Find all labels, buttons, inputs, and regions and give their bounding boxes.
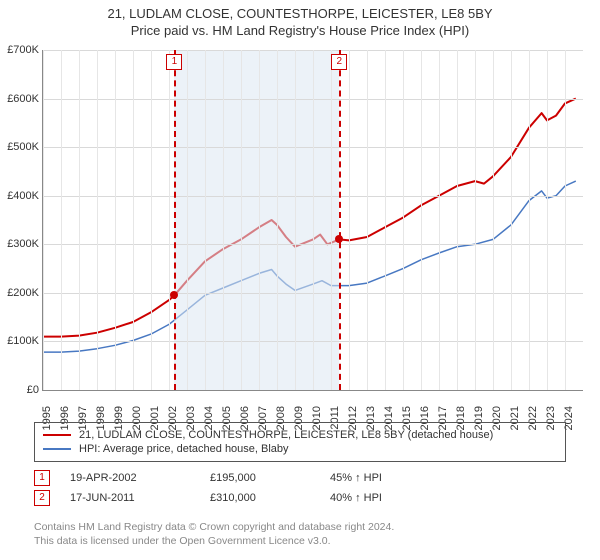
footer-line1: Contains HM Land Registry data © Crown c… — [34, 520, 574, 534]
chart-vgrid — [439, 50, 440, 390]
transaction-date: 17-JUN-2011 — [70, 492, 190, 504]
chart-plot-area: £0£100K£200K£300K£400K£500K£600K£700K199… — [42, 50, 583, 391]
chart-vgrid — [421, 50, 422, 390]
transaction-row: 1 19-APR-2002 £195,000 45% ↑ HPI — [34, 470, 566, 486]
legend-row: HPI: Average price, detached house, Blab… — [43, 443, 557, 455]
chart-ytick-label: £400K — [1, 190, 39, 202]
chart-vgrid — [61, 50, 62, 390]
chart-ytick-label: £600K — [1, 93, 39, 105]
legend-label: 21, LUDLAM CLOSE, COUNTESTHORPE, LEICEST… — [79, 429, 493, 441]
footer-line2: This data is licensed under the Open Gov… — [34, 534, 574, 548]
title-subtitle: Price paid vs. HM Land Registry's House … — [4, 23, 596, 38]
chart-ytick-label: £100K — [1, 335, 39, 347]
chart-sale-dot — [335, 235, 343, 243]
chart-marker-badge: 1 — [166, 54, 182, 70]
chart-vgrid — [313, 50, 314, 390]
legend-box: 21, LUDLAM CLOSE, COUNTESTHORPE, LEICEST… — [34, 422, 566, 462]
transactions-table: 1 19-APR-2002 £195,000 45% ↑ HPI 2 17-JUN-201… — [34, 466, 566, 510]
chart-vgrid — [295, 50, 296, 390]
chart-vgrid — [223, 50, 224, 390]
legend-row: 21, LUDLAM CLOSE, COUNTESTHORPE, LEICEST… — [43, 429, 557, 441]
chart-container: 21, LUDLAM CLOSE, COUNTESTHORPE, LEICEST… — [0, 0, 600, 560]
chart-vgrid — [187, 50, 188, 390]
chart-ytick-label: £500K — [1, 141, 39, 153]
transaction-price: £195,000 — [210, 472, 310, 484]
footer-attribution: Contains HM Land Registry data © Crown c… — [34, 520, 574, 548]
chart-vgrid — [457, 50, 458, 390]
title-block: 21, LUDLAM CLOSE, COUNTESTHORPE, LEICEST… — [0, 0, 600, 40]
chart-vgrid — [367, 50, 368, 390]
chart-vgrid — [511, 50, 512, 390]
transaction-badge: 2 — [34, 490, 50, 506]
chart-marker-line — [339, 50, 341, 390]
chart-vgrid — [169, 50, 170, 390]
chart-vgrid — [151, 50, 152, 390]
chart-ytick-label: £200K — [1, 287, 39, 299]
chart-vgrid — [97, 50, 98, 390]
chart-vgrid — [529, 50, 530, 390]
chart-marker-badge: 2 — [331, 54, 347, 70]
chart-vgrid — [43, 50, 44, 390]
chart-vgrid — [133, 50, 134, 390]
chart-vgrid — [385, 50, 386, 390]
transaction-date: 19-APR-2002 — [70, 472, 190, 484]
chart-ytick-label: £300K — [1, 238, 39, 250]
legend-label: HPI: Average price, detached house, Blab… — [79, 443, 289, 455]
chart-vgrid — [115, 50, 116, 390]
chart-ytick-label: £0 — [1, 384, 39, 396]
transaction-price: £310,000 — [210, 492, 310, 504]
chart-shaded-range — [174, 50, 339, 390]
chart-vgrid — [277, 50, 278, 390]
chart-vgrid — [349, 50, 350, 390]
chart-sale-dot — [170, 291, 178, 299]
legend-swatch — [43, 434, 71, 436]
title-address: 21, LUDLAM CLOSE, COUNTESTHORPE, LEICEST… — [4, 6, 596, 21]
chart-marker-line — [174, 50, 176, 390]
transaction-row: 2 17-JUN-2011 £310,000 40% ↑ HPI — [34, 490, 566, 506]
transaction-badge: 1 — [34, 470, 50, 486]
chart-vgrid — [493, 50, 494, 390]
chart-vgrid — [565, 50, 566, 390]
transaction-pct: 40% ↑ HPI — [330, 492, 450, 504]
chart-vgrid — [403, 50, 404, 390]
chart-vgrid — [547, 50, 548, 390]
transaction-pct: 45% ↑ HPI — [330, 472, 450, 484]
chart-ytick-label: £700K — [1, 44, 39, 56]
chart-vgrid — [79, 50, 80, 390]
chart-vgrid — [205, 50, 206, 390]
chart-vgrid — [241, 50, 242, 390]
chart-vgrid — [259, 50, 260, 390]
legend-swatch — [43, 448, 71, 450]
chart-vgrid — [331, 50, 332, 390]
chart-vgrid — [475, 50, 476, 390]
